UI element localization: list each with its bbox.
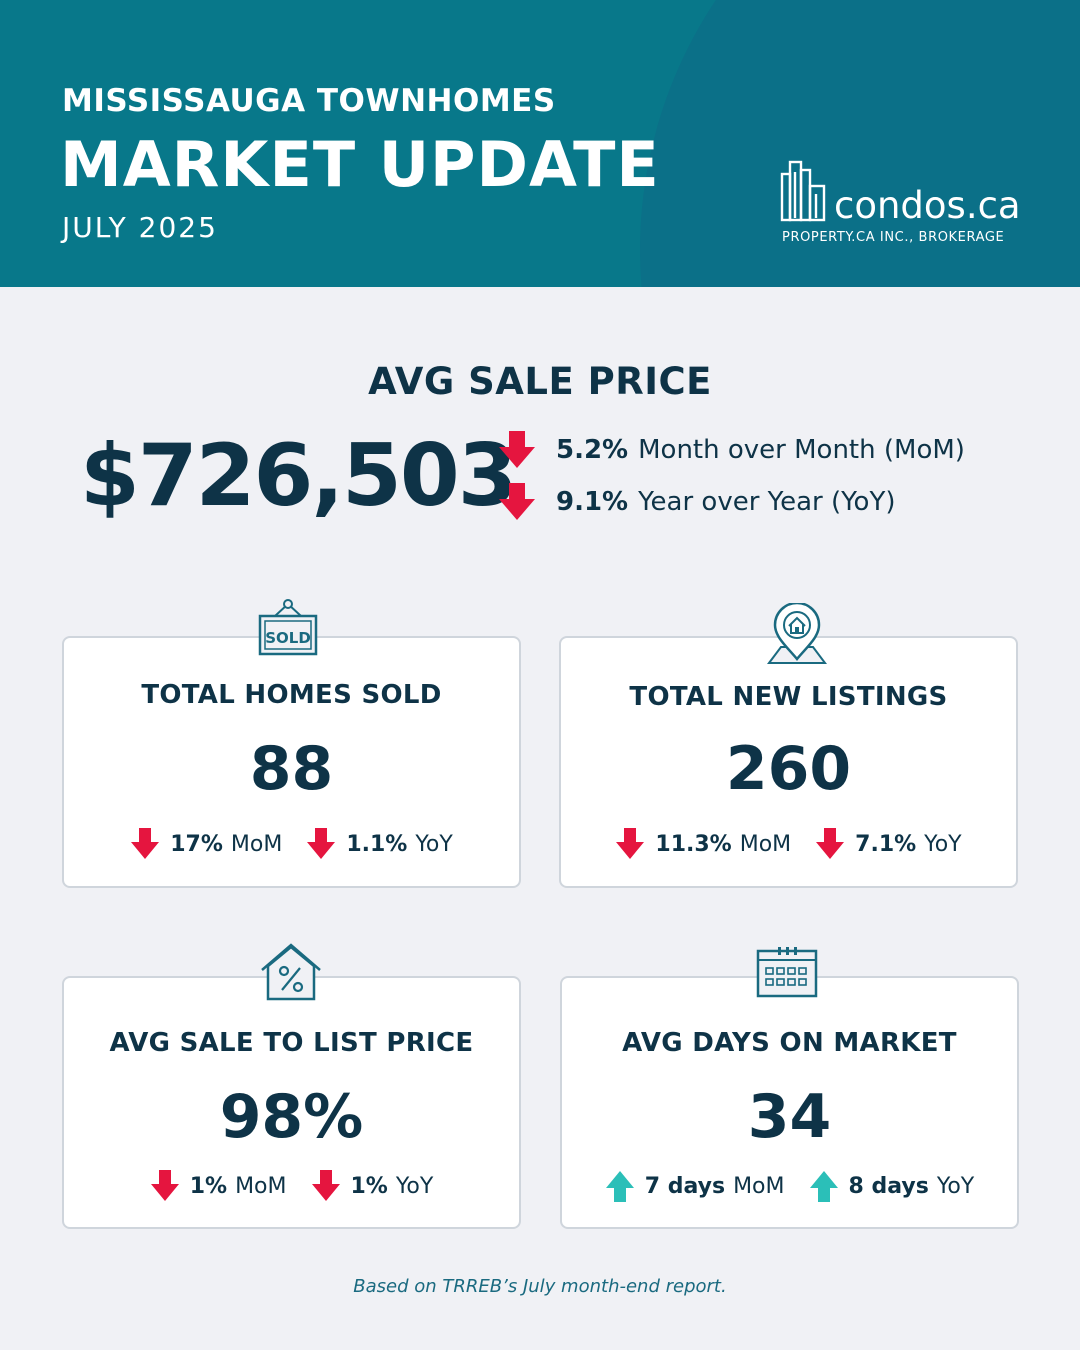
card-label: AVG DAYS ON MARKET [622,1028,957,1058]
down-arrow-icon [307,828,336,859]
down-arrow-icon [616,828,645,859]
location-pin-house-icon [767,603,827,664]
price-mom-row: 5.2% Month over Month (MoM) [498,430,965,470]
svg-text:SOLD: SOLD [265,629,311,647]
stat-mom-value: 7 days [644,1173,726,1199]
card-stats: 1% MoM 1% YoY [64,1170,519,1202]
price-yoy-label: Year over Year (YoY) [638,487,896,517]
stat-yoy: 8 days YoY [809,1170,975,1202]
house-percent-icon [261,943,321,1001]
card-value: 98% [219,1082,364,1152]
sold-sign-icon: SOLD [258,599,318,656]
card-avg-days-on-market: AVG DAYS ON MARKET 34 7 days MoM 8 days … [560,976,1019,1229]
stat-mom-value: 1% [189,1173,228,1199]
card-label: TOTAL NEW LISTINGS [629,682,948,712]
building-icon [780,160,826,222]
footer-note: Based on TRREB’s July month-end report. [353,1276,727,1297]
card-label: TOTAL HOMES SOLD [141,680,442,710]
price-mom-label: Month over Month (MoM) [638,435,965,465]
avg-sale-price-title: AVG SALE PRICE [368,360,712,403]
down-arrow-icon [816,828,845,859]
price-yoy-pct: 9.1% [556,487,629,517]
stat-mom-unit: MoM [739,831,792,857]
stat-yoy: 1% YoY [311,1170,434,1202]
header-curve-decoration [640,0,1080,287]
stat-mom-unit: MoM [733,1173,785,1199]
stat-yoy-value: 1.1% [346,831,408,857]
card-stats: 17% MoM 1.1% YoY [64,828,519,860]
stat-mom-value: 17% [170,831,223,857]
stat-yoy: 1.1% YoY [306,828,453,860]
down-arrow-icon [499,483,535,520]
stat-mom: 1% MoM [150,1170,287,1202]
card-total-homes-sold: TOTAL HOMES SOLD 88 17% MoM 1.1% YoY [62,636,521,888]
stat-yoy-value: 7.1% [855,831,917,857]
card-avg-sale-to-list: AVG SALE TO LIST PRICE 98% 1% MoM 1% YoY [62,976,521,1229]
stat-yoy-value: 1% [350,1173,388,1199]
down-arrow-icon [131,828,160,859]
down-arrow-icon [499,431,535,468]
avg-sale-price-value: $726,503 [80,426,518,526]
header-title: MARKET UPDATE [60,128,660,201]
stat-mom: 17% MoM [130,828,282,860]
stat-yoy-value: 8 days [848,1173,929,1199]
header-date: JULY 2025 [62,211,218,244]
calendar-icon [756,947,818,998]
header-subtitle: MISSISSAUGA TOWNHOMES [62,83,556,119]
stat-mom: 11.3% MoM [615,828,791,860]
stat-mom-value: 11.3% [655,831,732,857]
up-arrow-icon [809,1171,838,1202]
logo-text: condos.ca [834,184,1021,227]
stat-mom: 7 days MoM [605,1170,785,1202]
stat-mom-unit: MoM [235,1173,287,1199]
stat-yoy-unit: YoY [936,1173,975,1199]
card-label: AVG SALE TO LIST PRICE [109,1028,474,1058]
card-stats: 7 days MoM 8 days YoY [562,1170,1017,1202]
card-total-new-listings: TOTAL NEW LISTINGS 260 11.3% MoM 7.1% Yo… [559,636,1018,888]
stat-mom-unit: MoM [230,831,283,857]
stat-yoy: 7.1% YoY [815,828,962,860]
price-yoy-row: 9.1% Year over Year (YoY) [498,482,895,522]
stat-yoy-unit: YoY [924,831,962,857]
card-stats: 11.3% MoM 7.1% YoY [561,828,1016,860]
card-value: 88 [249,734,334,804]
card-value: 34 [747,1082,832,1152]
card-value: 260 [725,734,852,804]
stat-yoy-unit: YoY [415,831,453,857]
down-arrow-icon [311,1170,340,1201]
stat-yoy-unit: YoY [395,1173,434,1199]
down-arrow-icon [150,1170,179,1201]
logo-subtitle: PROPERTY.CA INC., BROKERAGE [782,230,1005,245]
header-banner: MISSISSAUGA TOWNHOMES MARKET UPDATE JULY… [0,0,1080,287]
up-arrow-icon [605,1171,634,1202]
price-mom-pct: 5.2% [556,435,629,465]
